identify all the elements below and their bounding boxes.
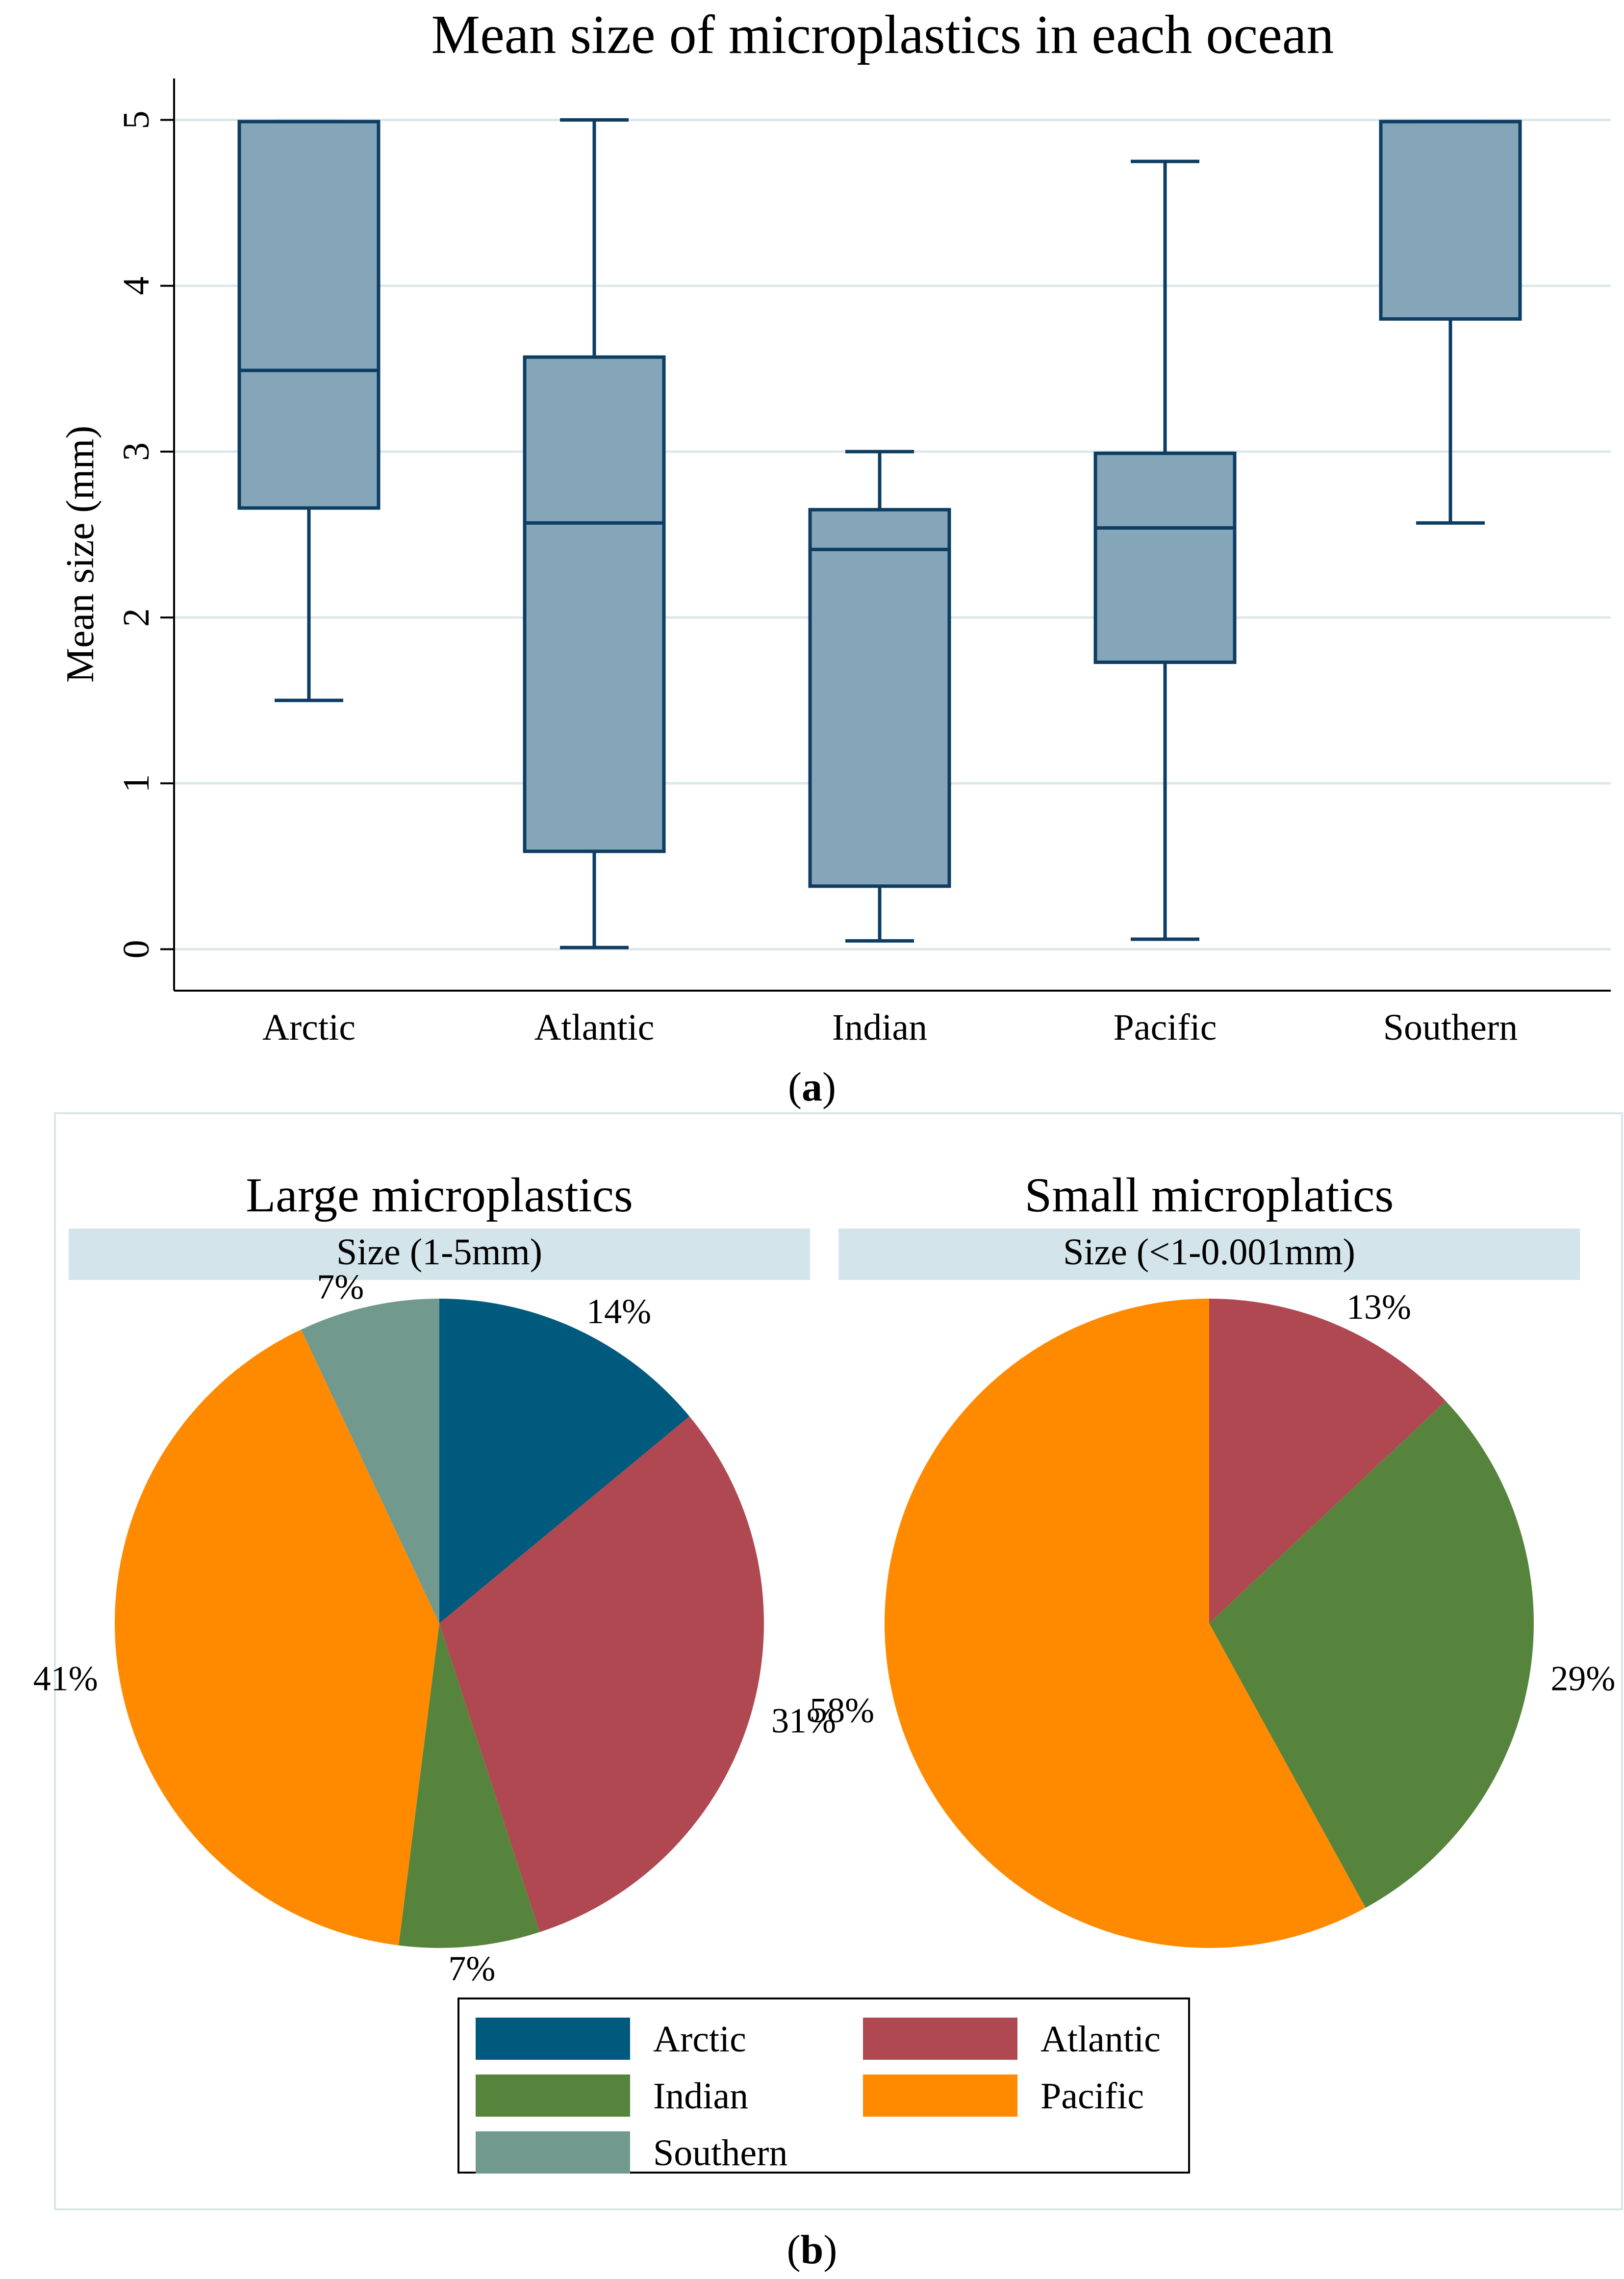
pie-label-small-microplatics-pacific: 58% [810, 1690, 874, 1730]
large-pie-strip [69, 1229, 810, 1280]
small-pie-strip [838, 1229, 1580, 1280]
panel-a-caption: (a) [788, 1064, 836, 1110]
large-pie-title: Large microplastics [246, 1168, 633, 1222]
pie-slice-small-microplatics-atlantic [1209, 1299, 1446, 1623]
legend: Arctic Atlantic Indian Pacific Southern [457, 1997, 1190, 2174]
pie-slice-small-microplatics-pacific [884, 1299, 1366, 1948]
small-pie: 13% 29% 58% [810, 1287, 1615, 1948]
pie-slice-large-microplastics-arctic [439, 1299, 690, 1623]
pie-slice-large-microplastics-pacific [114, 1330, 439, 1946]
box-arctic [237, 120, 381, 702]
pie-label-large-microplastics-pacific: 41% [33, 1659, 98, 1698]
box-iqr-atlantic [523, 355, 666, 853]
boxplot-x-ticks: Arctic Atlantic Indian Pacific Southern [262, 1007, 1518, 1048]
pie-slice-large-microplastics-southern [301, 1299, 439, 1623]
large-pie-strip-label: Size (1-5mm) [336, 1231, 542, 1273]
legend-label-atlantic: Atlantic [1040, 2019, 1161, 2060]
pie-label-small-microplatics-indian: 29% [1550, 1659, 1615, 1698]
small-pie-title: Small microplatics [1025, 1168, 1394, 1222]
y-tick-label-1: 1 [116, 774, 157, 793]
box-southern [1379, 120, 1522, 525]
legend-swatch-indian [476, 2074, 630, 2117]
box-atlantic [523, 118, 666, 949]
boxplot-title: Mean size of microplastics in each ocean [431, 4, 1334, 65]
legend-label-arctic: Arctic [653, 2019, 746, 2060]
small-pie-strip-label: Size (<1-0.001mm) [1063, 1231, 1355, 1273]
boxplot-y-ticks: 0 1 2 3 4 5 [116, 111, 174, 958]
large-pie: 14% 31% 7% 41% 7% [33, 1267, 836, 1988]
legend-label-indian: Indian [653, 2075, 748, 2117]
panel-b-pies: Large microplastics Size (1-5mm) Small m… [33, 1112, 1623, 2273]
pie-slice-large-microplastics-indian [399, 1623, 540, 1948]
panel-b-caption: (b) [787, 2227, 837, 2273]
boxplot-boxes [237, 118, 1522, 949]
pie-label-large-microplastics-southern: 7% [317, 1267, 364, 1306]
panel-b-paren-open: ( [787, 2227, 801, 2273]
panel-b-paren-close: ) [823, 2227, 837, 2273]
legend-swatch-pacific [863, 2074, 1017, 2117]
box-iqr-southern [1379, 120, 1522, 321]
boxplot-y-axis-label: Mean size (mm) [59, 426, 102, 683]
panel-a-paren-close: ) [822, 1064, 836, 1110]
legend-label-pacific: Pacific [1040, 2075, 1144, 2117]
y-tick-label-4: 4 [116, 277, 157, 295]
panel-b-letter: b [801, 2227, 824, 2273]
x-tick-label-arctic: Arctic [262, 1007, 355, 1048]
panel-b-frame [54, 1112, 1623, 2210]
x-tick-label-southern: Southern [1383, 1007, 1518, 1048]
x-tick-label-pacific: Pacific [1113, 1007, 1217, 1048]
legend-swatch-atlantic [863, 2018, 1017, 2060]
box-pacific [1093, 159, 1237, 941]
pie-label-large-microplastics-indian: 7% [448, 1949, 495, 1988]
pie-label-large-microplastics-atlantic: 31% [771, 1701, 836, 1741]
pie-slice-large-microplastics-atlantic [439, 1416, 764, 1932]
x-tick-label-indian: Indian [832, 1007, 927, 1048]
legend-swatch-southern [476, 2131, 630, 2174]
legend-swatch-arctic [476, 2018, 630, 2060]
panel-a-paren-open: ( [788, 1064, 802, 1110]
y-tick-label-2: 2 [116, 608, 157, 627]
y-tick-label-5: 5 [116, 111, 157, 129]
box-iqr-indian [808, 508, 951, 888]
pie-label-large-microplastics-arctic: 14% [586, 1292, 651, 1331]
pie-slice-small-microplatics-indian [1209, 1401, 1534, 1908]
y-tick-label-3: 3 [116, 442, 157, 461]
box-iqr-arctic [237, 120, 381, 510]
x-tick-label-atlantic: Atlantic [534, 1007, 655, 1048]
y-tick-label-0: 0 [116, 940, 157, 958]
pie-label-small-microplatics-atlantic: 13% [1346, 1287, 1411, 1327]
panel-a-boxplot: Mean size of microplastics in each ocean… [59, 4, 1611, 1110]
panel-a-letter: a [802, 1064, 822, 1110]
box-iqr-pacific [1093, 451, 1237, 664]
legend-label-southern: Southern [653, 2132, 787, 2174]
box-indian [808, 450, 951, 943]
